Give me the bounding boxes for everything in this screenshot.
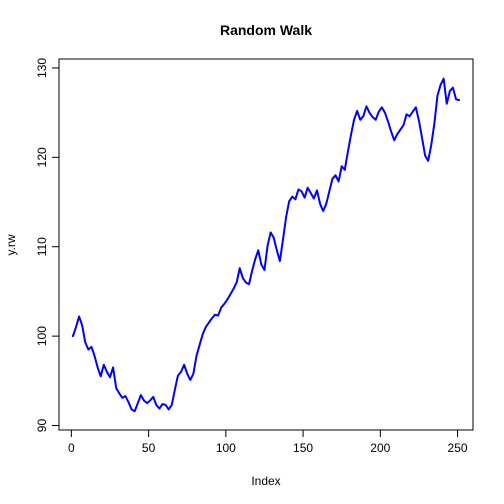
y-tick-label: 130: [35, 58, 49, 78]
axes: 0 50 100 150 200 250 90 100 110 120 130: [35, 58, 468, 455]
y-tick-label: 90: [35, 419, 49, 433]
x-tick-label: 250: [448, 441, 468, 455]
x-axis-label: Index: [251, 474, 280, 488]
x-tick-label: 100: [216, 441, 236, 455]
y-tick-label: 100: [35, 326, 49, 346]
series-line: [71, 77, 461, 413]
y-tick-label: 120: [35, 147, 49, 167]
x-tick-label: 200: [370, 441, 390, 455]
x-tick-label: 150: [293, 441, 313, 455]
chart-title: Random Walk: [220, 22, 312, 38]
y-axis-label: y.rw: [4, 234, 18, 255]
x-tick-label: 50: [142, 441, 156, 455]
x-tick-label: 0: [68, 441, 75, 455]
y-tick-label: 110: [35, 237, 49, 256]
